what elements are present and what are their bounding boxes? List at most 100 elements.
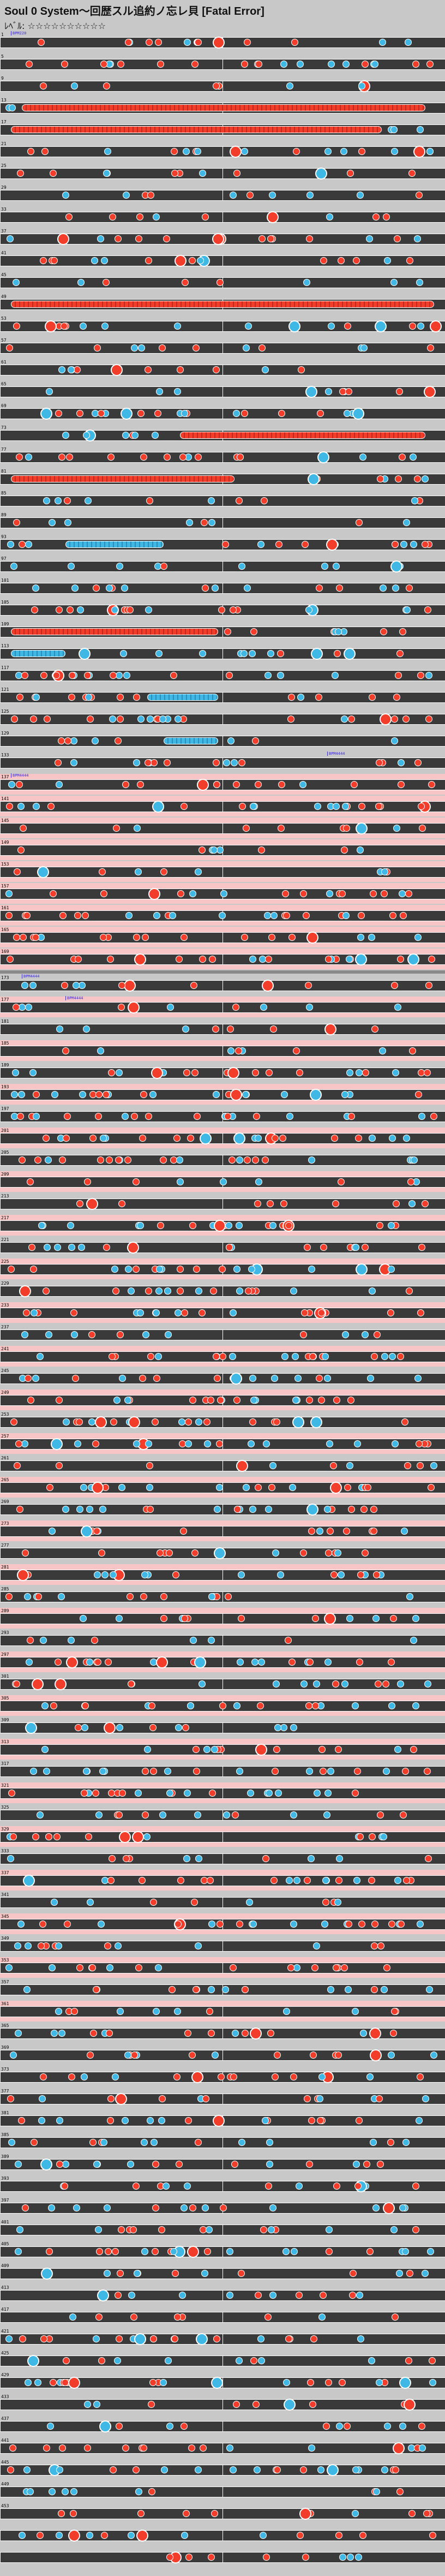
bar-line bbox=[0, 408, 1, 419]
don-note bbox=[339, 890, 346, 897]
don-note bbox=[363, 2161, 370, 2168]
don-note-big bbox=[66, 1656, 78, 1668]
drumroll-note bbox=[180, 432, 425, 439]
measure-number: 197 bbox=[1, 1106, 9, 1111]
bar-line bbox=[0, 124, 1, 135]
ka-note bbox=[248, 1266, 255, 1273]
don-note bbox=[377, 1942, 384, 1949]
ka-note bbox=[392, 585, 399, 592]
don-note bbox=[344, 323, 351, 330]
don-note bbox=[206, 2008, 213, 2015]
don-note bbox=[391, 982, 398, 989]
don-note bbox=[296, 1069, 303, 1076]
don-note bbox=[69, 672, 76, 679]
don-note bbox=[116, 1811, 123, 1818]
chart-row: 57 bbox=[0, 337, 445, 358]
don-note bbox=[169, 1986, 176, 1993]
balloon-roll-note bbox=[147, 694, 218, 701]
don-note-big bbox=[383, 2202, 395, 2214]
measure-number: 37 bbox=[1, 229, 7, 234]
ka-note bbox=[206, 2226, 213, 2233]
ka-note bbox=[226, 2248, 233, 2255]
bar-line bbox=[222, 1046, 223, 1057]
don-note bbox=[209, 956, 216, 963]
don-note bbox=[258, 846, 265, 854]
don-note bbox=[13, 1680, 20, 1687]
ka-note bbox=[383, 1768, 390, 1775]
don-note bbox=[93, 1528, 100, 1535]
don-note bbox=[430, 1113, 437, 1120]
chart-row: 229 bbox=[0, 1280, 445, 1301]
don-note bbox=[417, 2073, 424, 2080]
bar-line bbox=[0, 779, 1, 790]
measure-number: 313 bbox=[1, 1739, 9, 1744]
don-note bbox=[46, 2248, 53, 2255]
don-note bbox=[171, 148, 178, 155]
don-note bbox=[245, 1287, 252, 1295]
don-note bbox=[133, 2466, 140, 2473]
ka-note bbox=[78, 1244, 85, 1251]
don-note bbox=[250, 628, 257, 635]
don-note bbox=[195, 454, 202, 461]
don-note bbox=[27, 1178, 34, 1185]
don-note bbox=[305, 982, 312, 989]
don-note bbox=[252, 1069, 259, 1076]
measure-number: 437 bbox=[1, 2416, 9, 2421]
measure-number: 29 bbox=[1, 185, 7, 190]
don-note bbox=[96, 2248, 103, 2255]
don-note bbox=[191, 1549, 199, 1557]
ka-note bbox=[403, 1135, 410, 1142]
bar-line bbox=[0, 2028, 1, 2039]
don-note bbox=[166, 2554, 173, 2561]
ka-note bbox=[296, 2183, 303, 2190]
ka-note bbox=[346, 1615, 353, 1622]
don-note bbox=[425, 982, 432, 989]
ka-note bbox=[124, 1397, 131, 1404]
don-note bbox=[180, 1528, 187, 1535]
don-note bbox=[338, 1178, 345, 1185]
ka-note-big bbox=[356, 822, 368, 834]
ka-note bbox=[327, 1986, 334, 1993]
don-note bbox=[62, 1047, 69, 1054]
don-note bbox=[170, 672, 177, 679]
bar-line bbox=[0, 1286, 1, 1297]
don-note bbox=[27, 148, 34, 155]
don-note bbox=[227, 1025, 234, 1033]
don-note bbox=[335, 2052, 342, 2059]
ka-note bbox=[55, 1942, 62, 1949]
ka-note bbox=[115, 1942, 122, 1949]
don-note-big bbox=[187, 2246, 199, 2258]
chart-row: 437 bbox=[0, 2416, 445, 2436]
bar-line bbox=[0, 2115, 1, 2126]
don-note bbox=[220, 2204, 227, 2211]
don-note bbox=[311, 1964, 318, 1971]
bar-line bbox=[0, 2050, 1, 2061]
don-note bbox=[159, 344, 166, 351]
ka-note bbox=[156, 1266, 163, 1273]
don-note bbox=[124, 1156, 131, 1164]
don-note bbox=[241, 61, 248, 68]
ka-note-big bbox=[311, 648, 323, 660]
don-note-big bbox=[115, 2093, 127, 2105]
bar-line bbox=[0, 2552, 1, 2563]
ka-note bbox=[281, 1091, 288, 1098]
ka-note bbox=[318, 2073, 326, 2080]
don-note bbox=[70, 2510, 77, 2517]
measure-number: 145 bbox=[1, 818, 9, 823]
don-note bbox=[145, 366, 152, 373]
measure-number: 113 bbox=[1, 643, 9, 648]
don-note bbox=[19, 541, 26, 548]
ka-note bbox=[184, 2183, 191, 2190]
don-note bbox=[219, 1702, 226, 1709]
ka-note bbox=[341, 715, 348, 723]
drumroll-note bbox=[11, 628, 218, 635]
ka-note bbox=[211, 1746, 218, 1753]
don-note bbox=[238, 2270, 245, 2277]
ka-note bbox=[123, 672, 130, 679]
don-note bbox=[145, 257, 152, 264]
measure-number: 421 bbox=[1, 2329, 9, 2334]
bar-line bbox=[0, 2443, 1, 2454]
measure-number: 269 bbox=[1, 1499, 9, 1504]
ka-note bbox=[357, 192, 364, 199]
don-note bbox=[345, 388, 352, 395]
